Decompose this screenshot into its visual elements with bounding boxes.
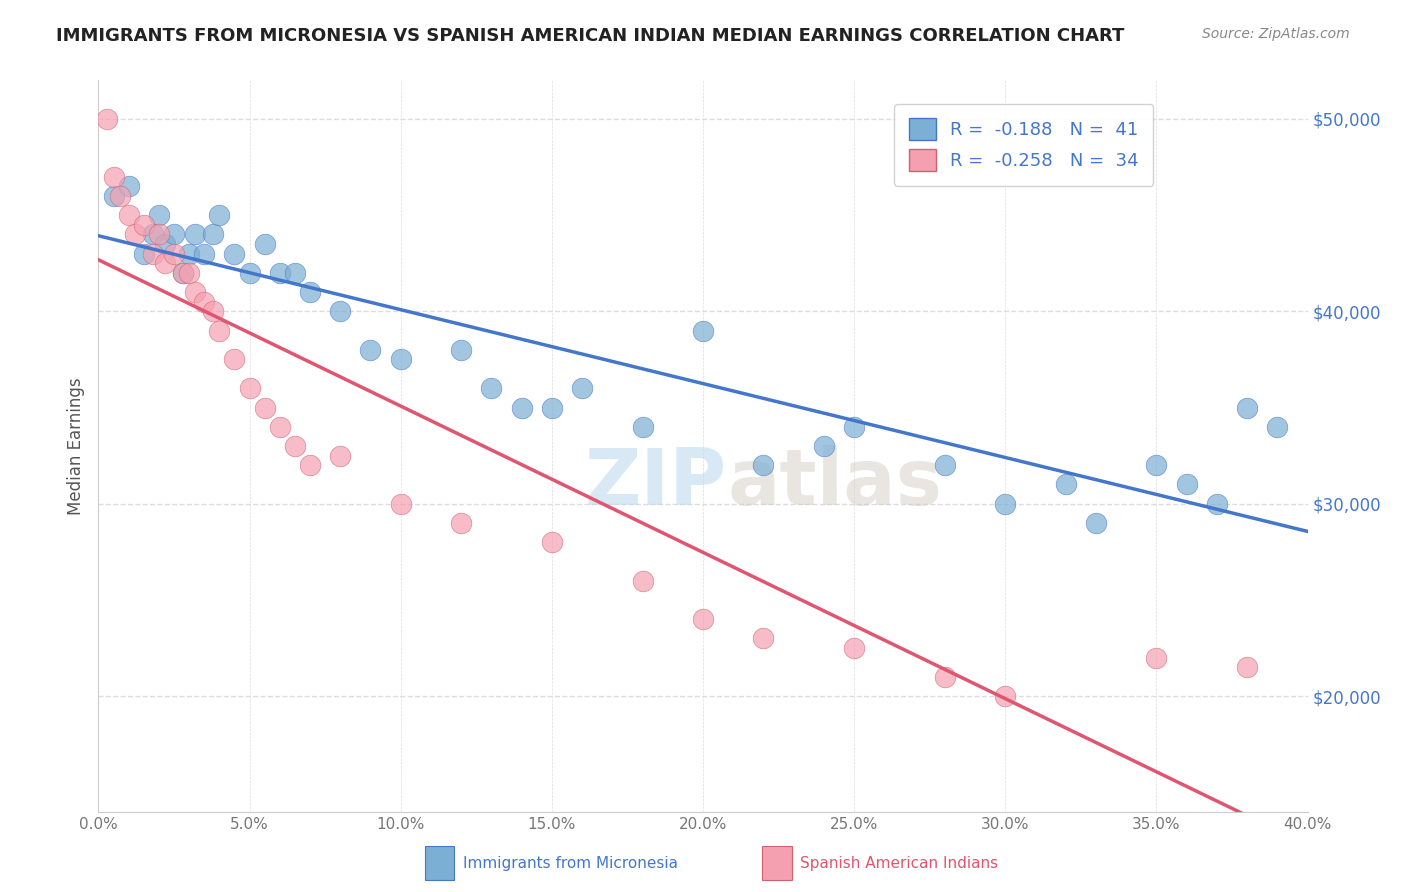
Point <box>994 690 1017 704</box>
Point <box>540 401 562 415</box>
Point <box>142 227 165 242</box>
Point <box>389 352 412 367</box>
Point <box>163 246 186 260</box>
Point <box>1175 477 1198 491</box>
Point <box>631 419 654 434</box>
Point <box>692 612 714 626</box>
Point <box>202 304 225 318</box>
Point <box>934 458 956 473</box>
Point <box>253 401 276 415</box>
Point <box>184 285 207 299</box>
Point <box>224 246 246 260</box>
Bar <box>425 846 454 880</box>
Point <box>510 401 533 415</box>
Point <box>172 266 194 280</box>
Point <box>1144 458 1167 473</box>
Point <box>299 458 322 473</box>
Point <box>844 641 866 656</box>
Point <box>752 632 775 646</box>
Point <box>208 208 231 222</box>
Bar <box>762 846 792 880</box>
Point <box>813 439 835 453</box>
Point <box>124 227 146 242</box>
Point <box>329 304 352 318</box>
Point <box>172 266 194 280</box>
Point <box>269 266 291 280</box>
Point <box>269 419 291 434</box>
Point <box>103 169 125 184</box>
Point <box>179 246 201 260</box>
Text: Source: ZipAtlas.com: Source: ZipAtlas.com <box>1202 27 1350 41</box>
Point <box>163 227 186 242</box>
Point <box>153 236 176 251</box>
Point <box>360 343 382 357</box>
Point <box>132 218 155 232</box>
Point <box>184 227 207 242</box>
Point <box>142 246 165 260</box>
Legend: R =  -0.188   N =  41, R =  -0.258   N =  34: R = -0.188 N = 41, R = -0.258 N = 34 <box>894 104 1153 186</box>
Point <box>239 266 262 280</box>
Point <box>179 266 201 280</box>
Point <box>108 188 131 202</box>
Point <box>450 516 472 530</box>
Point <box>224 352 246 367</box>
Point <box>481 381 503 395</box>
Point <box>1236 660 1258 674</box>
Point <box>299 285 322 299</box>
Point <box>631 574 654 588</box>
Point <box>692 324 714 338</box>
Point <box>202 227 225 242</box>
Point <box>450 343 472 357</box>
Point <box>284 439 307 453</box>
Text: ZIP: ZIP <box>585 444 727 521</box>
Point <box>844 419 866 434</box>
Point <box>103 188 125 202</box>
Text: IMMIGRANTS FROM MICRONESIA VS SPANISH AMERICAN INDIAN MEDIAN EARNINGS CORRELATIO: IMMIGRANTS FROM MICRONESIA VS SPANISH AM… <box>56 27 1125 45</box>
Point <box>132 246 155 260</box>
Point <box>1054 477 1077 491</box>
Text: atlas: atlas <box>727 444 942 521</box>
Point <box>1144 650 1167 665</box>
Point <box>994 497 1017 511</box>
Point <box>1267 419 1289 434</box>
Point <box>148 208 170 222</box>
Point <box>329 449 352 463</box>
Point <box>239 381 262 395</box>
Point <box>1206 497 1229 511</box>
Point <box>193 294 215 309</box>
Point <box>1236 401 1258 415</box>
Point <box>96 112 118 126</box>
Point <box>193 246 215 260</box>
Point <box>571 381 593 395</box>
Point <box>148 227 170 242</box>
Point <box>118 208 141 222</box>
Point <box>284 266 307 280</box>
Point <box>153 256 176 270</box>
Text: Immigrants from Micronesia: Immigrants from Micronesia <box>463 855 678 871</box>
Point <box>752 458 775 473</box>
Point <box>389 497 412 511</box>
Y-axis label: Median Earnings: Median Earnings <box>66 377 84 515</box>
Point <box>1085 516 1108 530</box>
Point <box>540 535 562 549</box>
Point <box>934 670 956 684</box>
Point <box>208 324 231 338</box>
Text: Spanish American Indians: Spanish American Indians <box>800 855 998 871</box>
Point <box>253 236 276 251</box>
Point <box>118 179 141 194</box>
